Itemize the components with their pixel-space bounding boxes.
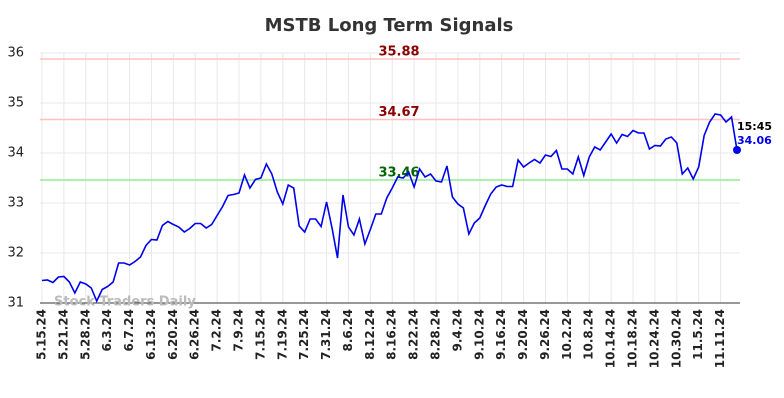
last-value: 34.06 [737, 134, 772, 147]
x-tick-label: 6.3.24 [100, 309, 114, 352]
x-tick-label: 8.22.24 [407, 309, 421, 360]
x-tick-label: 10.30.24 [669, 309, 683, 368]
x-tick-label: 5.15.24 [35, 309, 49, 360]
x-tick-label: 6.20.24 [166, 309, 180, 360]
x-tick-label: 10.14.24 [604, 309, 618, 368]
x-tick-label: 9.20.24 [516, 309, 530, 360]
x-tick-label: 6.7.24 [122, 309, 136, 352]
x-tick-label: 7.9.24 [232, 309, 246, 352]
signal-label: 33.46 [378, 166, 419, 181]
x-tick-label: 9.16.24 [494, 309, 508, 360]
x-tick-label: 7.2.24 [210, 309, 224, 352]
x-tick-label: 11.5.24 [691, 309, 705, 360]
x-tick-label: 8.12.24 [363, 309, 377, 360]
x-tick-label: 9.10.24 [472, 309, 486, 360]
x-tick-label: 8.28.24 [429, 309, 443, 360]
x-tick-label: 6.13.24 [144, 309, 158, 360]
y-tick-label: 35 [7, 96, 24, 111]
watermark: Stock Traders Daily [54, 295, 196, 310]
y-tick-label: 33 [7, 196, 24, 211]
x-tick-label: 11.11.24 [713, 309, 727, 368]
x-tick-label: 7.31.24 [319, 309, 333, 360]
x-tick-label: 10.18.24 [626, 309, 640, 368]
chart-title: MSTB Long Term Signals [265, 15, 514, 36]
x-tick-label: 9.26.24 [538, 309, 552, 360]
x-tick-label: 5.28.24 [78, 309, 92, 360]
x-tick-label: 8.16.24 [385, 309, 399, 360]
x-tick-label: 9.4.24 [450, 309, 464, 352]
x-tick-label: 10.24.24 [647, 309, 661, 368]
price-line [41, 113, 738, 303]
x-tick-label: 7.15.24 [253, 309, 267, 360]
x-tick-label: 10.2.24 [560, 309, 574, 360]
signal-label: 35.88 [378, 45, 419, 60]
x-tick-label: 10.8.24 [582, 309, 596, 360]
y-tick-label: 36 [7, 46, 24, 61]
x-tick-label: 7.25.24 [297, 309, 311, 360]
y-tick-label: 32 [7, 246, 24, 261]
x-tick-label: 6.26.24 [188, 309, 202, 360]
last-point [733, 146, 741, 154]
y-tick-label: 34 [7, 146, 24, 161]
last-time: 15:45 [737, 120, 772, 133]
x-tick-label: 5.21.24 [56, 309, 70, 360]
x-tick-label: 8.6.24 [341, 309, 355, 352]
x-tick-label: 7.19.24 [275, 309, 289, 360]
y-tick-label: 31 [7, 296, 24, 311]
signal-label: 34.67 [378, 105, 419, 120]
